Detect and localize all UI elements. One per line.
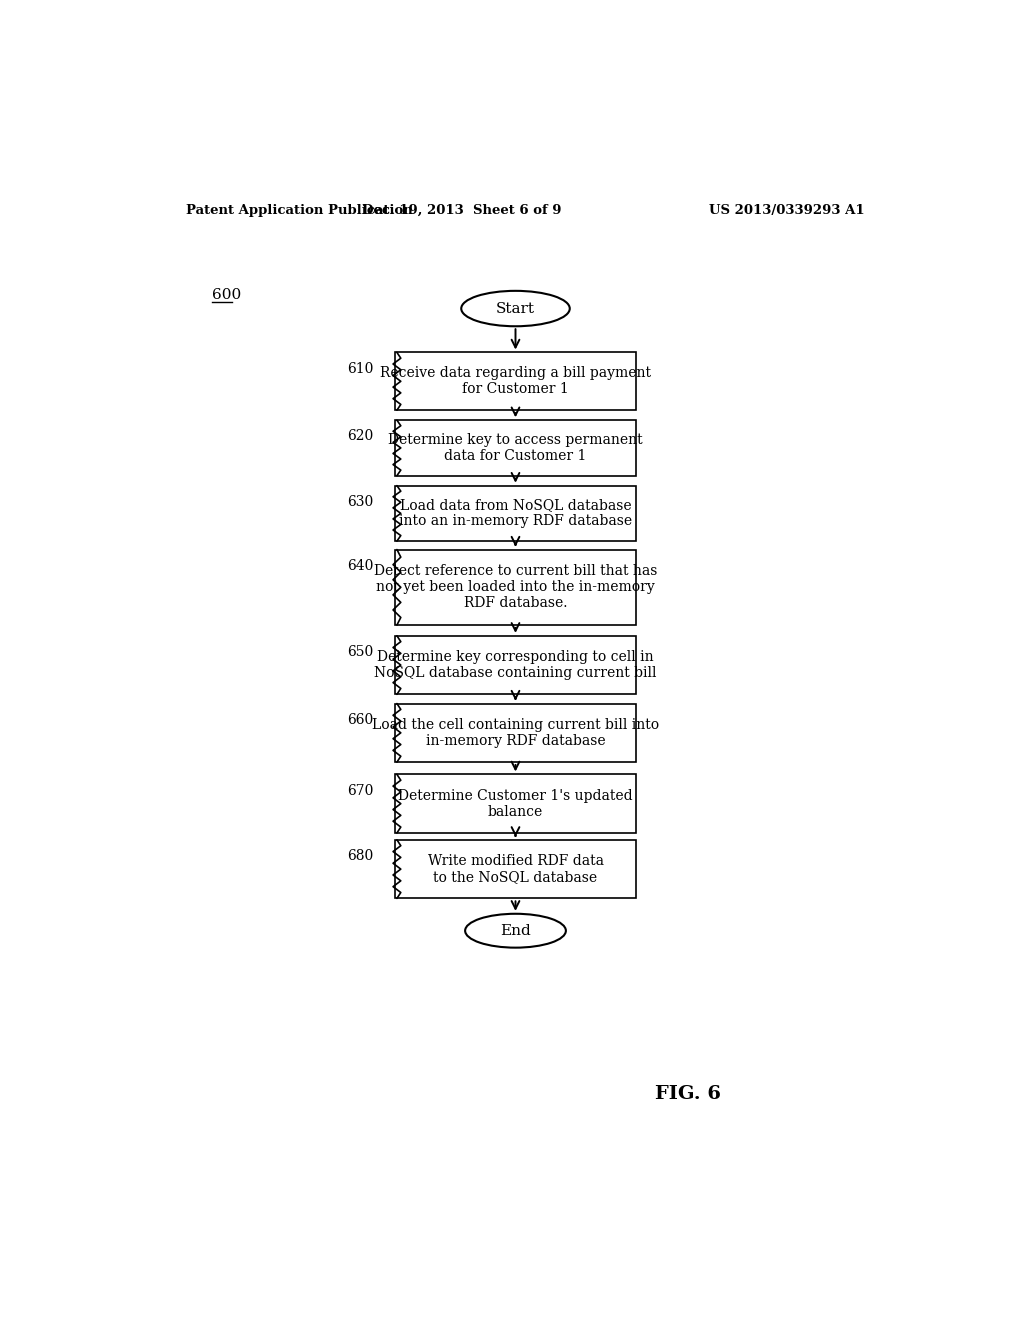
Text: End: End — [500, 924, 530, 937]
Text: Receive data regarding a bill payment
for Customer 1: Receive data regarding a bill payment fo… — [380, 366, 651, 396]
Text: 650: 650 — [347, 645, 374, 659]
Text: Write modified RDF data
to the NoSQL database: Write modified RDF data to the NoSQL dat… — [427, 854, 603, 884]
Text: 630: 630 — [347, 495, 374, 510]
Text: Load the cell containing current bill into
in-memory RDF database: Load the cell containing current bill in… — [372, 718, 659, 748]
Text: 620: 620 — [347, 429, 374, 444]
Text: Load data from NoSQL database
into an in-memory RDF database: Load data from NoSQL database into an in… — [399, 498, 632, 528]
Text: Start: Start — [496, 301, 535, 315]
Text: 660: 660 — [347, 713, 374, 727]
Text: Detect reference to current bill that has
not yet been loaded into the in-memory: Detect reference to current bill that ha… — [374, 564, 657, 610]
Text: 610: 610 — [347, 362, 374, 376]
Text: US 2013/0339293 A1: US 2013/0339293 A1 — [709, 205, 864, 218]
Text: Determine key corresponding to cell in
NoSQL database containing current bill: Determine key corresponding to cell in N… — [374, 649, 656, 680]
Text: 670: 670 — [347, 784, 374, 797]
Text: 680: 680 — [347, 849, 374, 863]
Text: 600: 600 — [212, 289, 241, 302]
Text: Determine Customer 1's updated
balance: Determine Customer 1's updated balance — [398, 788, 633, 818]
Text: Dec. 19, 2013  Sheet 6 of 9: Dec. 19, 2013 Sheet 6 of 9 — [361, 205, 561, 218]
Text: FIG. 6: FIG. 6 — [655, 1085, 721, 1104]
Text: Determine key to access permanent
data for Customer 1: Determine key to access permanent data f… — [388, 433, 643, 463]
Text: Patent Application Publication: Patent Application Publication — [186, 205, 413, 218]
Text: 640: 640 — [347, 558, 374, 573]
